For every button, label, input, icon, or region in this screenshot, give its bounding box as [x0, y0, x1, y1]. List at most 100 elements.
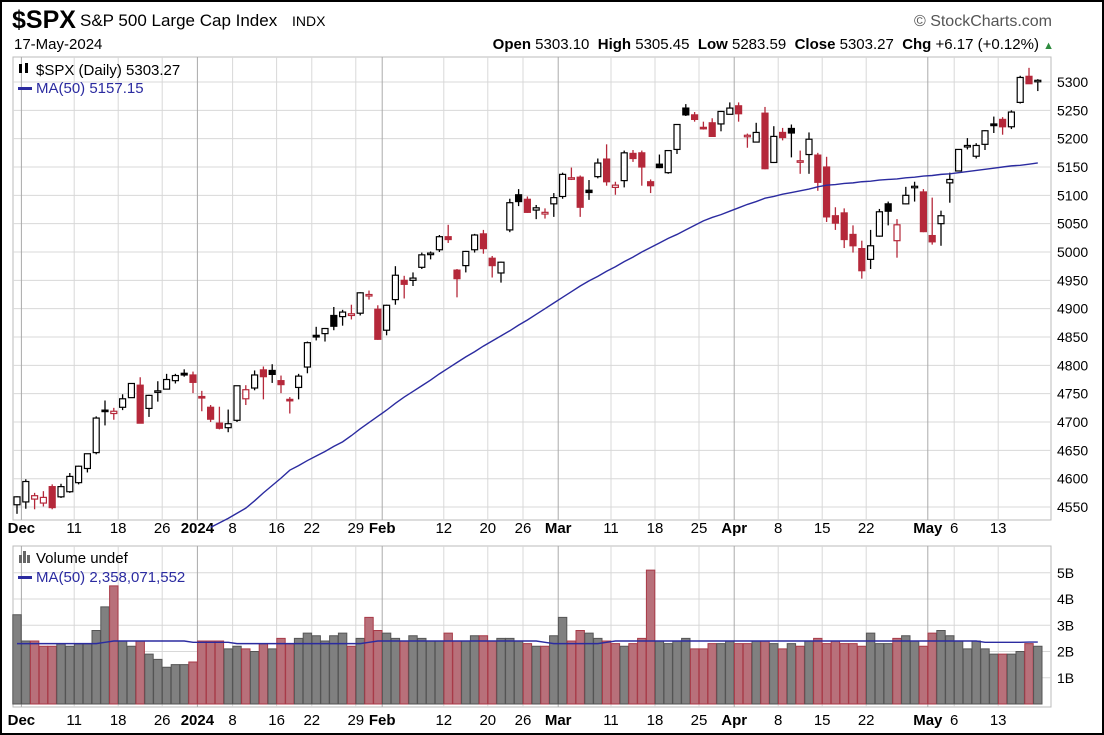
index-name: S&P 500 Large Cap Index — [80, 11, 278, 30]
candle-body — [471, 234, 479, 251]
candle-body — [22, 480, 30, 503]
volume-bar — [848, 643, 858, 705]
volume-bar — [892, 637, 902, 705]
price-x-tick-label: Apr — [721, 520, 747, 537]
volume-bar — [293, 637, 304, 705]
candle-body — [462, 250, 470, 267]
price-x-tick-label: 11 — [603, 520, 619, 537]
price-x-tick-label: 18 — [647, 520, 664, 537]
candle-body — [858, 248, 866, 272]
candle-body — [418, 254, 426, 268]
candle-body — [541, 211, 549, 215]
candle-body — [594, 162, 602, 178]
candle-body — [567, 177, 576, 180]
candle-body — [400, 279, 408, 285]
volume-bar — [637, 637, 647, 705]
volume-bar — [56, 643, 66, 705]
candle-body — [233, 385, 241, 421]
volume-bar — [760, 640, 770, 705]
volume-bar — [21, 640, 31, 705]
volume-bar — [821, 643, 832, 705]
price-x-tick-label: 25 — [691, 520, 708, 537]
quote-summary: Open 5303.10 High 5305.45 Low 5283.59 Cl… — [493, 36, 1054, 53]
volume-bar — [1024, 643, 1034, 705]
candle-body — [427, 252, 435, 256]
volume-x-tick-label: 15 — [814, 712, 831, 729]
volume-bar — [364, 616, 374, 705]
volume-bar — [285, 643, 295, 705]
volume-bar — [38, 645, 49, 705]
candle-body — [207, 406, 215, 420]
candle-body — [497, 261, 505, 274]
open-value: 5303.10 — [535, 36, 590, 53]
candle-body — [893, 224, 901, 242]
volume-bar — [681, 637, 691, 705]
price-tick-label: 5100 — [1057, 187, 1088, 203]
candle-body — [13, 496, 21, 506]
volume-bar — [531, 645, 541, 705]
volume-bar — [478, 635, 489, 705]
volume-bar — [12, 614, 22, 705]
volume-bar — [645, 569, 656, 705]
volume-bar — [443, 632, 453, 705]
candle-body — [488, 257, 496, 267]
volume-bar — [144, 653, 154, 705]
candle-body — [770, 135, 778, 164]
volume-bar — [496, 637, 506, 705]
volume-bar — [540, 645, 550, 705]
candle-body — [136, 384, 144, 424]
volume-bar — [901, 635, 911, 705]
candle-body — [585, 189, 593, 194]
candle-body — [796, 160, 804, 163]
price-tick-label: 5250 — [1057, 102, 1088, 118]
volume-x-tick-label: 12 — [435, 712, 452, 729]
candle-body — [638, 152, 646, 168]
candle-body — [145, 394, 153, 410]
candle-body — [998, 118, 1007, 128]
volume-bar — [399, 640, 409, 705]
candle-body — [682, 107, 690, 116]
candle-body — [849, 233, 857, 247]
candle-body — [303, 342, 311, 368]
price-tick-label: 4900 — [1057, 301, 1088, 317]
candle-body — [699, 126, 708, 130]
price-tick-label: 4850 — [1057, 329, 1088, 345]
close-label: Close — [794, 36, 836, 53]
volume-bar — [707, 643, 717, 705]
candle-body — [198, 395, 206, 399]
candle-body — [620, 152, 628, 182]
high-value: 5305.45 — [635, 36, 690, 53]
candle-body — [391, 274, 399, 301]
volume-bar — [742, 643, 753, 705]
volume-x-tick-label: Feb — [369, 712, 396, 729]
candle-body — [831, 215, 840, 224]
volume-bar — [161, 666, 172, 705]
volume-bar — [777, 648, 788, 705]
candle-body — [805, 138, 813, 156]
volume-bar — [619, 645, 629, 705]
price-x-tick-label: 2024 — [181, 520, 215, 537]
volume-bar — [223, 648, 233, 705]
volume-bar — [839, 643, 849, 705]
volume-bar — [997, 653, 1008, 705]
candle-body — [954, 148, 963, 172]
candle-body — [673, 123, 681, 151]
price-x-tick-label: 8 — [774, 520, 782, 537]
candle-body — [814, 154, 822, 183]
price-panel — [12, 56, 1052, 521]
volume-bar — [73, 643, 84, 705]
price-tick-label: 4750 — [1057, 386, 1088, 402]
candle-body — [550, 197, 558, 205]
volume-bar — [716, 643, 726, 705]
volume-bar — [628, 643, 638, 705]
volume-bar — [769, 643, 779, 705]
price-tick-label: 5000 — [1057, 244, 1088, 260]
high-label: High — [597, 36, 632, 53]
price-tick-label: 4600 — [1057, 471, 1088, 487]
volume-bar — [663, 643, 673, 705]
volume-bar — [91, 630, 101, 705]
volume-bar — [953, 640, 964, 705]
volume-x-tick-label: May — [913, 712, 943, 729]
candle-body — [356, 292, 364, 314]
